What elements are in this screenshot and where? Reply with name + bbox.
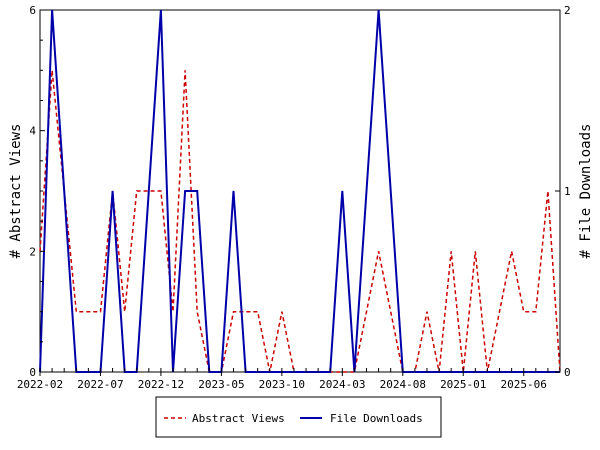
axes: 2022-02 2022-07 2022-12 2023-05 2023-10 2024-… xyxy=(8,4,594,391)
x-tick-label: 2024-08 xyxy=(380,378,426,391)
y-right-tick-label: 1 xyxy=(564,185,571,198)
legend-label: Abstract Views xyxy=(192,412,285,425)
y-right-tick-label: 0 xyxy=(564,366,571,379)
y-left-tick-label: 0 xyxy=(29,366,36,379)
x-tick-label: 2022-02 xyxy=(17,378,63,391)
x-tick-label: 2025-01 xyxy=(440,378,486,391)
x-tick-label: 2022-07 xyxy=(77,378,123,391)
x-tick-label: 2022-12 xyxy=(138,378,184,391)
x-tick-label: 2024-03 xyxy=(319,378,365,391)
y-right-axis-title: # File Downloads xyxy=(578,124,594,259)
y-left-axis-title: # Abstract Views xyxy=(8,124,24,259)
x-tick-label: 2025-06 xyxy=(501,378,547,391)
y-left-tick-label: 6 xyxy=(29,4,36,17)
series-line-file-downloads xyxy=(39,9,560,373)
y-left-tick-label: 2 xyxy=(29,245,36,258)
legend: Abstract Views File Downloads xyxy=(155,396,442,438)
x-tick-label: 2023-05 xyxy=(198,378,244,391)
legend-box xyxy=(155,396,442,438)
x-tick-label: 2023-10 xyxy=(259,378,305,391)
legend-label: File Downloads xyxy=(330,412,423,425)
series-line-abstract-views xyxy=(39,70,561,373)
series-layer xyxy=(39,9,561,373)
y-left-tick-label: 4 xyxy=(29,125,36,138)
y-right-tick-label: 2 xyxy=(564,4,571,17)
